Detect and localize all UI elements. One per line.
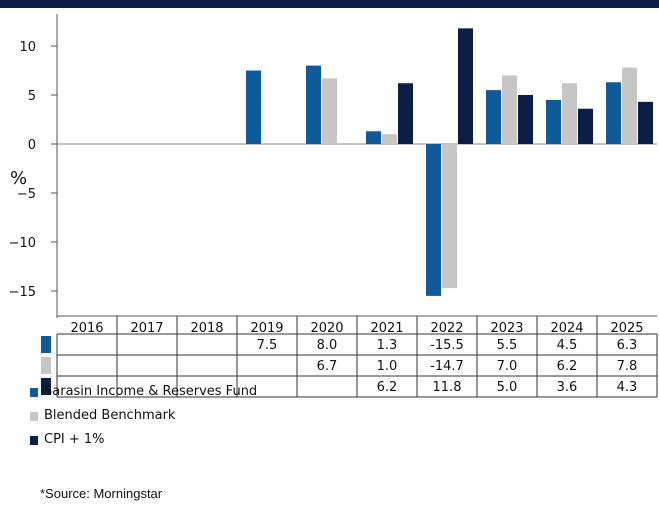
source-note: *Source: Morningstar: [40, 486, 163, 501]
bar: [578, 108, 593, 144]
x-tick-label: 2019: [250, 321, 283, 336]
bar-series: [246, 28, 653, 296]
bar: [322, 78, 337, 144]
x-tick-label: 2022: [430, 321, 463, 336]
legend-swatch-cpi: [30, 436, 38, 445]
y-tick-label: 5: [28, 89, 36, 104]
bar: [458, 28, 473, 144]
table-cell-value: 1.0: [377, 359, 398, 374]
bar: [622, 67, 637, 144]
x-tick-label: 2021: [370, 321, 403, 336]
header-bar: [0, 0, 659, 8]
table-cell-value: 1.3: [377, 338, 398, 353]
table-row-swatch: [41, 336, 51, 353]
x-tick-label: 2024: [550, 321, 583, 336]
x-tick-label: 2017: [130, 321, 163, 336]
table-cell-value: 11.8: [433, 380, 462, 395]
bar: [546, 99, 561, 144]
table-cell-value: 4.3: [617, 380, 638, 395]
y-tick-label: 0: [28, 138, 36, 153]
table-cell-value: 5.0: [497, 380, 518, 395]
y-tick-label: −15: [9, 285, 36, 300]
table-row-swatch: [41, 378, 51, 395]
table-cell-value: 5.5: [497, 338, 518, 353]
x-tick-label: 2023: [490, 321, 523, 336]
bar: [486, 90, 501, 144]
bar: [246, 70, 261, 144]
table-cell-value: 7.0: [497, 359, 518, 374]
legend-swatch-fund: [30, 388, 38, 397]
table-cell-value: 6.2: [377, 380, 398, 395]
table-cell-value: 3.6: [557, 380, 578, 395]
table-cell-value: 6.3: [617, 338, 638, 353]
bar: [306, 65, 321, 144]
data-table: 2016 2017 2018 2019 2020 2021 2022 2023 2024 2025…: [41, 316, 658, 398]
bar: [442, 144, 457, 289]
table-cell-value: -15.5: [430, 338, 464, 353]
bar: [518, 95, 533, 144]
table-cell-value: 7.8: [617, 359, 638, 374]
table-row-swatch: [41, 357, 51, 374]
y-tick-labels: 10 5 0 −5 −10 −15: [9, 40, 57, 300]
bar: [382, 134, 397, 144]
x-tick-label: 2016: [70, 321, 103, 336]
bar: [426, 144, 441, 296]
legend-label-cpi: CPI + 1%: [44, 432, 105, 447]
y-tick-label: 10: [19, 40, 36, 55]
x-tick-label: 2018: [190, 321, 223, 336]
legend-label-benchmark: Blended Benchmark: [44, 408, 176, 423]
bar: [366, 131, 381, 144]
table-cell-value: 6.2: [557, 359, 578, 374]
table-cell-value: 6.7: [317, 359, 338, 374]
bar: [562, 83, 577, 144]
table-cell-value: 8.0: [317, 338, 338, 353]
bar: [502, 75, 517, 144]
table-cell-value: -14.7: [430, 359, 464, 374]
legend-swatch-benchmark: [30, 412, 38, 421]
legend-label-fund: Sarasin Income & Reserves Fund: [44, 384, 258, 399]
x-tick-label: 2020: [310, 321, 343, 336]
y-tick-label: −5: [17, 187, 36, 202]
y-tick-label: −10: [9, 236, 36, 251]
bar: [638, 101, 653, 144]
bar: [398, 83, 413, 144]
table-cell-value: 7.5: [257, 338, 278, 353]
bar: [606, 82, 621, 144]
x-tick-label: 2025: [610, 321, 643, 336]
chart-axes: [56, 14, 657, 318]
y-axis-label: %: [10, 168, 27, 189]
table-cell-value: 4.5: [557, 338, 578, 353]
